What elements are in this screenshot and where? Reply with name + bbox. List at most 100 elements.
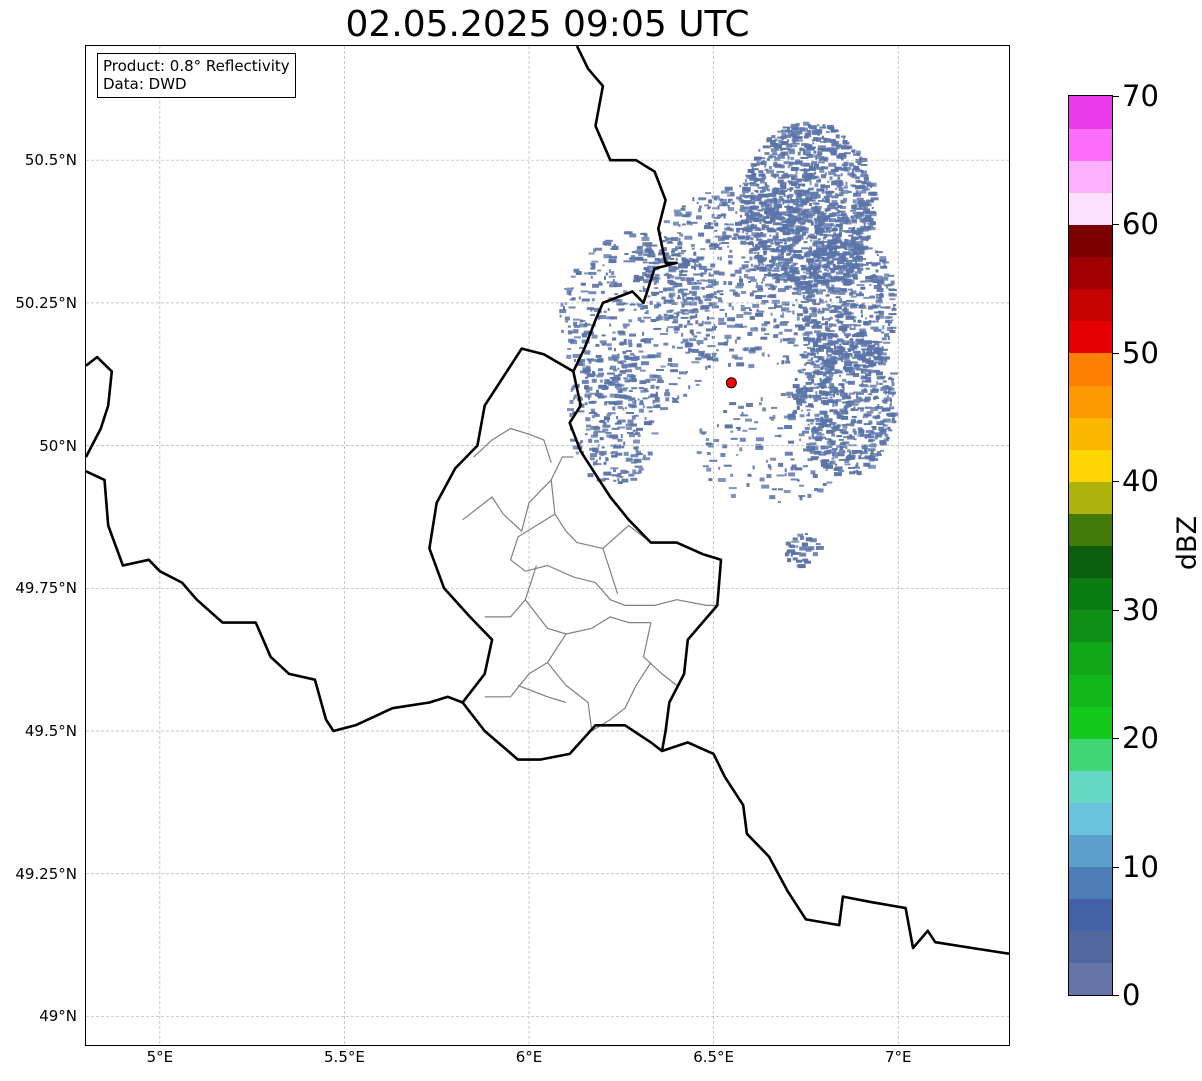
echo-cell: [569, 413, 572, 417]
echo-cell: [785, 541, 791, 546]
echo-cell: [750, 177, 753, 181]
echo-cell: [650, 378, 656, 381]
echo-cell: [691, 285, 700, 290]
echo-cell: [594, 439, 600, 443]
regional-border-line: [602, 548, 619, 595]
echo-cell: [776, 474, 785, 477]
echo-cell: [839, 392, 847, 397]
echo-cell: [875, 262, 881, 266]
echo-cell: [851, 169, 854, 174]
echo-cell: [758, 170, 764, 174]
echo-cell: [631, 251, 636, 254]
echo-cell: [616, 400, 623, 404]
echo-cell: [827, 425, 832, 428]
echo-cell: [863, 177, 869, 182]
echo-cell: [791, 464, 797, 469]
echo-cell: [787, 341, 795, 344]
echo-cell: [835, 287, 841, 291]
echo-cell: [633, 472, 639, 475]
echo-cell: [678, 224, 681, 227]
echo-cell: [781, 211, 786, 216]
echo-cell: [589, 392, 598, 395]
echo-cell: [827, 339, 832, 344]
echo-cell: [650, 319, 657, 322]
echo-cell: [852, 346, 856, 350]
echo-cell: [804, 354, 809, 358]
echo-cell: [821, 189, 825, 194]
echo-cell: [799, 496, 803, 501]
echo-cell: [812, 552, 818, 557]
echo-cell: [858, 305, 866, 307]
echo-cell: [791, 540, 800, 543]
echo-cell: [628, 257, 637, 260]
echo-cell: [890, 280, 895, 285]
echo-cell: [804, 560, 812, 564]
echo-cell: [791, 291, 799, 295]
map-area[interactable]: [85, 45, 1010, 1046]
echo-cell: [837, 357, 842, 361]
echo-cell: [668, 383, 676, 386]
echo-cell: [835, 244, 839, 247]
echo-cell: [824, 360, 831, 363]
echo-cell: [727, 255, 733, 259]
echo-cell: [860, 164, 868, 166]
echo-cell: [852, 226, 855, 229]
echo-cell: [872, 279, 879, 284]
echo-cell: [608, 269, 611, 274]
echo-cell: [773, 191, 779, 195]
echo-cell: [729, 249, 733, 253]
echo-cell: [616, 387, 623, 390]
echo-cell: [826, 350, 828, 355]
echo-cell: [735, 427, 741, 429]
echo-cell: [871, 426, 877, 428]
echo-cell: [764, 321, 771, 325]
echo-cell: [866, 215, 872, 218]
echo-cell: [777, 179, 784, 184]
echo-cell: [825, 438, 831, 441]
echo-cell: [691, 361, 700, 364]
echo-cell: [673, 221, 679, 226]
echo-cell: [708, 226, 715, 230]
echo-cell: [813, 270, 818, 275]
echo-cell: [876, 288, 884, 292]
echo-cell: [851, 450, 857, 454]
colorbar-segment: [1069, 256, 1112, 290]
echo-cell: [845, 268, 854, 272]
echo-cell: [795, 122, 800, 126]
echo-cell: [794, 128, 800, 131]
echo-cell: [818, 308, 821, 313]
echo-cell: [789, 545, 796, 548]
echo-cell: [700, 352, 704, 357]
echo-cell: [785, 260, 793, 264]
echo-cell: [840, 410, 849, 415]
regional-border-line: [517, 684, 567, 704]
echo-cell: [806, 299, 810, 303]
echo-cell: [833, 468, 839, 471]
echo-cell: [809, 373, 812, 377]
echo-cell: [682, 338, 689, 343]
echo-cell: [653, 405, 661, 409]
echo-cell: [876, 371, 883, 376]
echo-cell: [842, 401, 850, 404]
echo-cell: [644, 312, 648, 314]
echo-cell: [585, 390, 590, 393]
echo-cell: [735, 285, 744, 289]
echo-cell: [746, 483, 750, 487]
echo-cell: [573, 358, 576, 362]
echo-cell: [716, 214, 722, 218]
echo-cell: [827, 420, 831, 423]
echo-cell: [739, 278, 743, 283]
echo-cell: [843, 392, 848, 397]
echo-cell: [804, 144, 813, 149]
echo-cell: [631, 255, 635, 260]
echo-cell: [613, 369, 618, 372]
echo-cell: [733, 233, 739, 237]
echo-cell: [647, 354, 656, 359]
echo-cell: [781, 132, 787, 137]
echo-cell: [762, 407, 767, 412]
echo-cell: [840, 351, 848, 356]
echo-cell: [854, 218, 857, 222]
echo-cell: [849, 361, 858, 364]
echo-cell: [568, 291, 572, 296]
echo-cell: [613, 454, 618, 457]
